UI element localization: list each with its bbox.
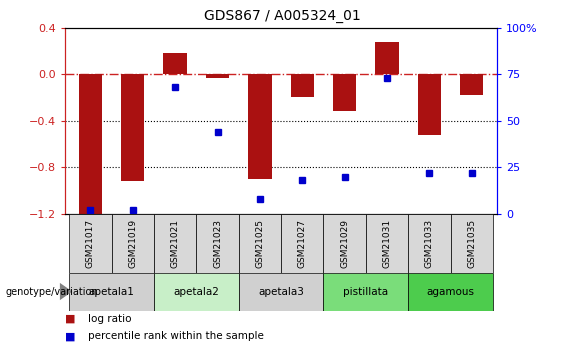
Text: GSM21019: GSM21019	[128, 219, 137, 268]
Bar	[154, 273, 238, 310]
Bar	[197, 214, 238, 273]
Bar	[451, 214, 493, 273]
Text: ■: ■	[65, 332, 76, 341]
Polygon shape	[60, 283, 72, 300]
Bar	[281, 214, 323, 273]
Text: GSM21025: GSM21025	[255, 219, 264, 268]
Bar	[333, 74, 357, 111]
Text: GSM21029: GSM21029	[340, 219, 349, 268]
Text: GDS867 / A005324_01: GDS867 / A005324_01	[204, 9, 361, 23]
Text: percentile rank within the sample: percentile rank within the sample	[88, 332, 263, 341]
Text: ■: ■	[65, 314, 76, 324]
Text: GSM21033: GSM21033	[425, 219, 434, 268]
Text: GSM21031: GSM21031	[383, 219, 392, 268]
Text: log ratio: log ratio	[88, 314, 131, 324]
Bar	[460, 74, 484, 95]
Text: GSM21035: GSM21035	[467, 219, 476, 268]
Bar	[290, 74, 314, 97]
Bar	[121, 74, 145, 181]
Bar	[323, 214, 366, 273]
Bar	[79, 74, 102, 214]
Bar	[366, 214, 408, 273]
Bar	[375, 41, 399, 74]
Bar	[238, 273, 323, 310]
Bar	[248, 74, 272, 179]
Bar	[418, 74, 441, 135]
Text: GSM21017: GSM21017	[86, 219, 95, 268]
Bar	[112, 214, 154, 273]
Text: apetala3: apetala3	[258, 287, 304, 296]
Text: apetala2: apetala2	[173, 287, 219, 296]
Bar	[408, 214, 451, 273]
Bar	[154, 214, 197, 273]
Text: apetala1: apetala1	[89, 287, 134, 296]
Text: pistillata: pistillata	[344, 287, 388, 296]
Bar	[323, 273, 408, 310]
Text: GSM21021: GSM21021	[171, 219, 180, 268]
Text: GSM21023: GSM21023	[213, 219, 222, 268]
Text: agamous: agamous	[427, 287, 475, 296]
Text: genotype/variation: genotype/variation	[6, 287, 98, 296]
Bar	[69, 214, 112, 273]
Bar	[408, 273, 493, 310]
Bar	[238, 214, 281, 273]
Bar	[206, 74, 229, 78]
Bar	[163, 53, 187, 74]
Bar	[69, 273, 154, 310]
Text: GSM21027: GSM21027	[298, 219, 307, 268]
